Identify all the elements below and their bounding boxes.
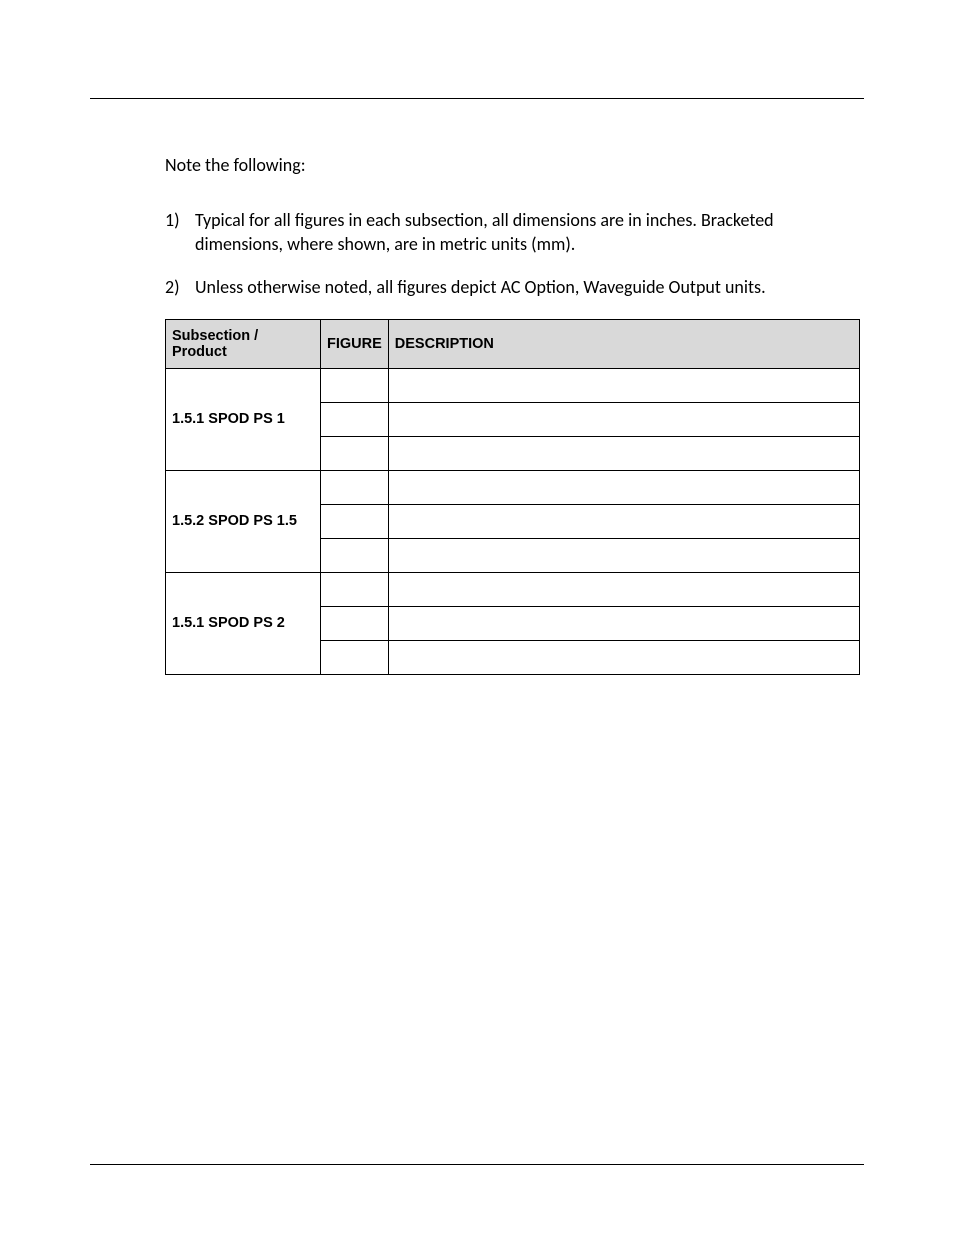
figure-cell <box>321 606 389 640</box>
top-horizontal-rule <box>90 98 864 99</box>
figure-cell <box>321 504 389 538</box>
figure-cell <box>321 436 389 470</box>
product-cell: 1.5.2 SPOD PS 1.5 <box>166 470 321 572</box>
description-cell <box>388 538 859 572</box>
product-cell: 1.5.1 SPOD PS 1 <box>166 368 321 470</box>
description-cell <box>388 470 859 504</box>
figure-cell <box>321 368 389 402</box>
list-item-text: Typical for all figures in each subsecti… <box>195 208 854 257</box>
figure-cell <box>321 640 389 674</box>
description-cell <box>388 572 859 606</box>
product-cell: 1.5.1 SPOD PS 2 <box>166 572 321 674</box>
list-item-text: Unless otherwise noted, all figures depi… <box>195 275 854 299</box>
figure-cell <box>321 572 389 606</box>
bottom-horizontal-rule <box>90 1164 864 1165</box>
description-cell <box>388 402 859 436</box>
description-cell <box>388 640 859 674</box>
figure-cell <box>321 402 389 436</box>
table-row: 1.5.1 SPOD PS 2 <box>166 572 860 606</box>
description-cell <box>388 436 859 470</box>
table-row: 1.5.2 SPOD PS 1.5 <box>166 470 860 504</box>
figure-cell <box>321 470 389 504</box>
list-item-number: 2) <box>165 275 195 299</box>
numbered-list: 1) Typical for all figures in each subse… <box>165 208 854 299</box>
table-header-row: Subsection / Product FIGURE DESCRIPTION <box>166 319 860 368</box>
footer-area <box>90 1164 864 1165</box>
figures-table: Subsection / Product FIGURE DESCRIPTION … <box>165 319 860 675</box>
figure-cell <box>321 538 389 572</box>
col-header-figure: FIGURE <box>321 319 389 368</box>
intro-block: Note the following: 1) Typical for all f… <box>90 154 864 299</box>
col-header-description: DESCRIPTION <box>388 319 859 368</box>
description-cell <box>388 368 859 402</box>
note-heading: Note the following: <box>165 154 854 176</box>
description-cell <box>388 504 859 538</box>
table-container: Subsection / Product FIGURE DESCRIPTION … <box>90 319 864 675</box>
table-row: 1.5.1 SPOD PS 1 <box>166 368 860 402</box>
description-cell <box>388 606 859 640</box>
list-item: 1) Typical for all figures in each subse… <box>165 208 854 257</box>
col-header-subsection: Subsection / Product <box>166 319 321 368</box>
list-item-number: 1) <box>165 208 195 257</box>
list-item: 2) Unless otherwise noted, all figures d… <box>165 275 854 299</box>
